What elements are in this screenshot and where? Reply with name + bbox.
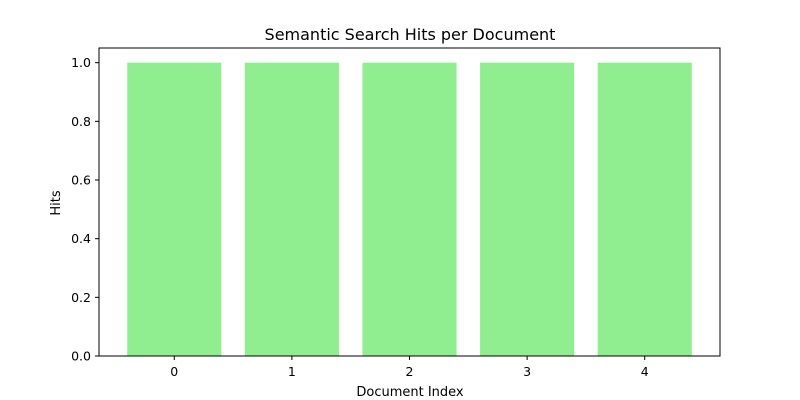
bar-3	[480, 62, 575, 357]
y-tick-label: 0.0	[71, 349, 91, 364]
x-axis-ticks: 0 1 2 3 4	[170, 356, 649, 379]
bars	[127, 62, 692, 357]
bar-4	[597, 62, 692, 357]
y-tick-label: 0.8	[71, 114, 91, 129]
bar-2	[362, 62, 457, 357]
plot-area-frame	[98, 47, 721, 357]
x-tick-label: 4	[641, 364, 649, 379]
chart-title: Semantic Search Hits per Document	[265, 25, 556, 44]
x-tick-label: 3	[523, 364, 531, 379]
x-tick-label: 0	[170, 364, 178, 379]
x-tick-label: 1	[288, 364, 296, 379]
bar-1	[244, 62, 339, 357]
y-axis-ticks: 0.0 0.2 0.4 0.6 0.8 1.0	[71, 55, 99, 364]
y-tick-label: 0.4	[71, 231, 91, 246]
y-tick-label: 0.2	[71, 290, 91, 305]
x-tick-label: 2	[406, 364, 414, 379]
y-tick-label: 1.0	[71, 55, 91, 70]
y-tick-label: 0.6	[71, 173, 91, 188]
x-axis-label: Document Index	[356, 385, 464, 400]
y-axis-label: Hits	[49, 190, 64, 215]
bar-0	[127, 62, 222, 357]
